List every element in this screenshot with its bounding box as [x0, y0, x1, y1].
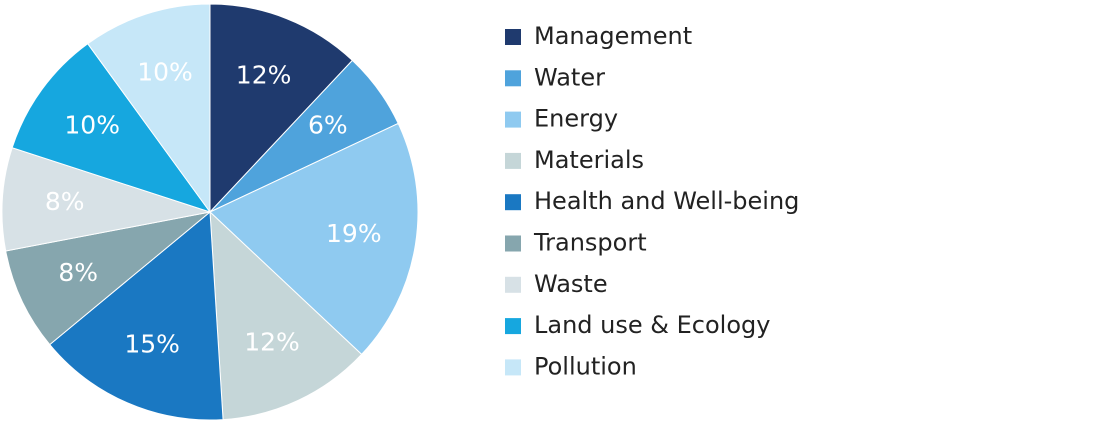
legend-swatch — [505, 194, 521, 211]
legend-swatch — [505, 70, 521, 87]
legend-label: Management — [534, 22, 692, 50]
legend-swatch — [505, 318, 521, 335]
slice-label: 15% — [124, 330, 180, 359]
legend-label: Pollution — [534, 352, 637, 380]
legend-swatch — [505, 152, 521, 169]
slice-label: 12% — [236, 61, 292, 90]
slice-label: 6% — [308, 110, 348, 139]
pie-slice — [1, 147, 211, 252]
legend-swatch — [505, 235, 521, 252]
pie-slice — [209, 3, 354, 214]
pie-slice — [209, 210, 363, 421]
legend-label: Energy — [534, 105, 618, 133]
pie-slice — [87, 3, 211, 214]
slice-label: 12% — [244, 328, 300, 357]
legend-swatch — [505, 359, 521, 376]
legend-label: Waste — [534, 270, 608, 298]
slice-label: 8% — [45, 187, 85, 216]
legend-label: Materials — [534, 146, 644, 174]
legend-label: Land use & Ecology — [534, 311, 770, 339]
pie-slice — [5, 211, 211, 346]
legend-label: Health and Well-being — [534, 187, 799, 215]
legend-swatch — [505, 29, 521, 45]
pie-slice — [49, 210, 224, 421]
slice-label: 8% — [58, 258, 98, 287]
legend-label: Water — [534, 63, 605, 91]
legend-swatch — [505, 276, 521, 293]
legend-label: Transport — [533, 229, 647, 257]
pie-slice — [209, 122, 419, 356]
legend-swatch — [505, 111, 521, 128]
slice-label: 10% — [137, 58, 193, 87]
slice-label: 10% — [64, 110, 120, 139]
pie-slice — [11, 43, 212, 213]
slice-label: 19% — [326, 219, 382, 248]
